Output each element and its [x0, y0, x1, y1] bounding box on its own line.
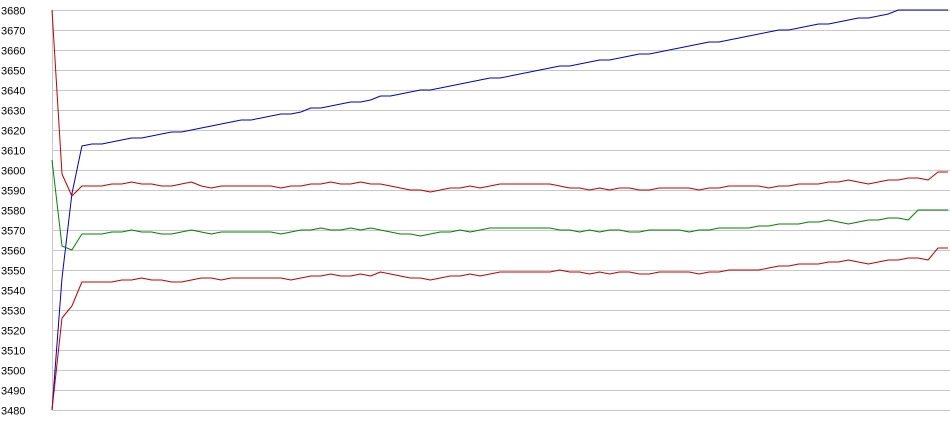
- y-tick-label: 3490: [1, 386, 25, 398]
- y-axis-ticks: 3480 3490 3500 3510 3520 3530 3540 3550 3560 3570…: [1, 6, 25, 418]
- series-line-3: [51, 159, 948, 251]
- series-line-4: [51, 247, 948, 411]
- series-group: [51, 9, 948, 411]
- series-line-2: [51, 9, 948, 197]
- y-tick-label: 3600: [1, 166, 25, 178]
- y-tick-label: 3530: [1, 306, 25, 318]
- series-line-1: [51, 9, 948, 411]
- y-tick-label: 3650: [1, 66, 25, 78]
- y-tick-label: 3680: [1, 6, 25, 18]
- y-tick-label: 3510: [1, 346, 25, 358]
- y-tick-label: 3500: [1, 366, 25, 378]
- grid: [52, 10, 950, 411]
- y-tick-label: 3620: [1, 126, 25, 138]
- y-tick-label: 3540: [1, 286, 25, 298]
- y-tick-label: 3520: [1, 326, 25, 338]
- y-tick-label: 3580: [1, 206, 25, 218]
- y-tick-label: 3570: [1, 226, 25, 238]
- y-tick-label: 3480: [1, 406, 25, 418]
- y-tick-label: 3660: [1, 46, 25, 58]
- y-tick-label: 3640: [1, 86, 25, 98]
- y-tick-label: 3560: [1, 246, 25, 258]
- y-tick-label: 3550: [1, 266, 25, 278]
- y-tick-label: 3590: [1, 186, 25, 198]
- y-tick-label: 3670: [1, 26, 25, 38]
- y-tick-label: 3610: [1, 146, 25, 158]
- y-tick-label: 3630: [1, 106, 25, 118]
